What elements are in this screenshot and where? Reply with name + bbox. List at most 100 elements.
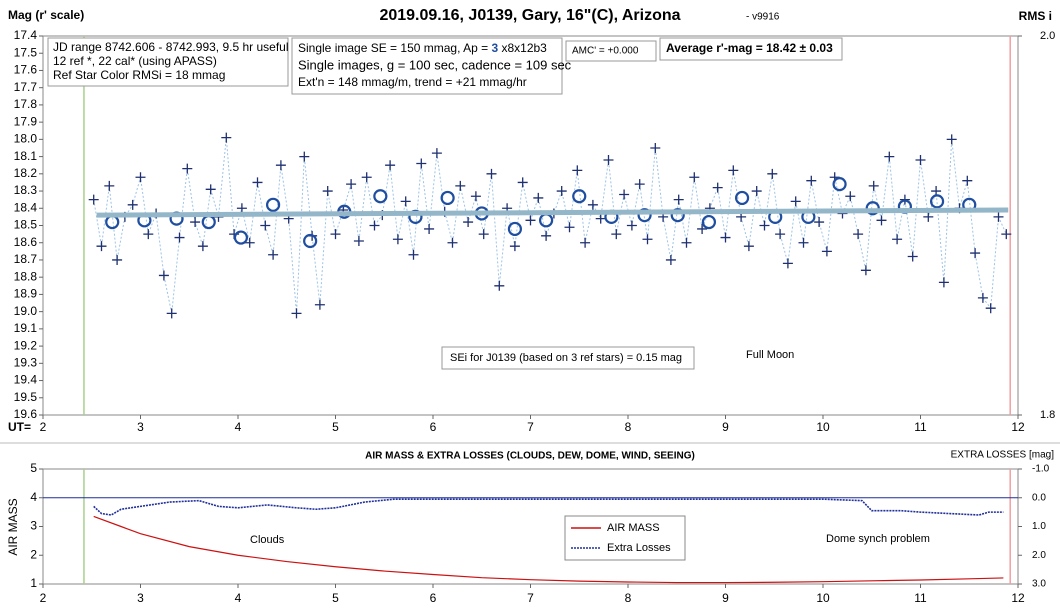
point xyxy=(486,168,497,179)
info-box xyxy=(291,37,563,95)
info-text: JD range 8742.606 - 8742.993, 9.5 hr use… xyxy=(53,40,289,54)
point xyxy=(353,236,364,247)
x-tick-label: 11 xyxy=(914,591,927,605)
point xyxy=(424,223,435,234)
point xyxy=(252,177,263,188)
info-text: 3 xyxy=(491,41,498,55)
point xyxy=(455,180,466,191)
x-tick-label: 10 xyxy=(816,591,830,605)
point xyxy=(431,148,442,159)
point xyxy=(697,223,708,234)
x-tick-label: 7 xyxy=(527,420,534,434)
x-tick-label: 5 xyxy=(332,591,339,605)
info-text: Single image SE = 150 mmag, Ap = xyxy=(298,41,491,55)
point xyxy=(619,189,630,200)
point xyxy=(564,222,575,233)
y2-tick-label: 1.8 xyxy=(1040,409,1055,421)
x-tick-label: 4 xyxy=(235,420,242,434)
point xyxy=(135,172,146,183)
point xyxy=(1001,229,1012,240)
point xyxy=(970,248,981,259)
average-point xyxy=(734,190,750,206)
point xyxy=(174,232,185,243)
y-tick-label: 19.1 xyxy=(14,321,38,335)
point xyxy=(587,199,598,210)
point xyxy=(197,241,208,252)
average-point xyxy=(440,190,455,206)
point xyxy=(127,199,138,210)
point xyxy=(463,217,474,228)
point xyxy=(517,177,528,188)
point xyxy=(361,172,372,183)
x-tick-label: 10 xyxy=(816,420,830,434)
x-tick-label: 7 xyxy=(527,591,534,605)
average-point xyxy=(538,213,554,228)
point xyxy=(392,234,403,245)
y-tick-label: 18.2 xyxy=(14,166,38,180)
y-tick-label: 17.8 xyxy=(14,97,38,111)
point xyxy=(868,180,879,191)
point xyxy=(182,163,193,174)
x-tick-label: 12 xyxy=(1011,420,1025,434)
x-tick-label: 6 xyxy=(430,591,437,605)
y-tick-label: 18.7 xyxy=(14,252,38,266)
point xyxy=(767,168,778,179)
average-point xyxy=(266,197,281,212)
y-tick-label: 19.3 xyxy=(14,355,38,369)
point xyxy=(385,160,396,171)
point xyxy=(408,249,419,260)
point xyxy=(814,217,825,228)
chart-title: AIR MASS & EXTRA LOSSES (CLOUDS, DEW, DO… xyxy=(365,451,695,462)
point xyxy=(845,191,856,202)
x-prefix: UT= xyxy=(8,420,31,434)
point xyxy=(962,175,973,186)
y2-tick-label: 0.0 xyxy=(1032,492,1046,503)
y-tick-label: 18.6 xyxy=(14,235,38,249)
point xyxy=(478,229,489,240)
point xyxy=(143,229,154,240)
point xyxy=(720,232,731,243)
average-point xyxy=(929,194,945,209)
x-tick-label: 9 xyxy=(722,420,729,434)
average-point xyxy=(701,214,717,230)
point xyxy=(447,237,458,248)
average: Average r'-mag = 18.42 ± 0.03 xyxy=(666,41,833,55)
y-tick-label: 4 xyxy=(30,490,37,504)
y2-tick-label: 2.0 xyxy=(1032,550,1046,561)
point xyxy=(369,220,380,231)
y-tick-label: 18.1 xyxy=(14,149,38,163)
point xyxy=(782,258,793,269)
annotation: Full Moon xyxy=(746,349,794,361)
point xyxy=(416,158,427,169)
point xyxy=(346,179,357,190)
point xyxy=(860,265,871,276)
trend-line xyxy=(96,207,1009,218)
info-text: Ext'n = 148 mmag/m, trend = +21 mmag/hr xyxy=(298,75,527,89)
point xyxy=(728,165,739,176)
point xyxy=(775,229,786,240)
x-tick-label: 2 xyxy=(40,420,47,434)
point xyxy=(205,184,216,195)
point xyxy=(509,241,520,252)
point xyxy=(884,151,895,162)
point xyxy=(977,292,988,303)
y-axis-label: Mag (r' scale) xyxy=(8,8,84,22)
x-tick-label: 8 xyxy=(625,591,632,605)
x-tick-label: 11 xyxy=(914,420,927,434)
y-tick-label: 19.0 xyxy=(14,304,38,318)
series-line xyxy=(93,515,1004,584)
average-point xyxy=(637,208,652,223)
point xyxy=(790,196,801,207)
version: - v9916 xyxy=(746,12,780,23)
point xyxy=(821,246,832,257)
point xyxy=(759,220,770,231)
point xyxy=(853,229,864,240)
point xyxy=(494,280,505,291)
average-point xyxy=(303,233,318,249)
y-tick-label: 18.9 xyxy=(14,287,38,301)
average-point xyxy=(507,221,523,237)
y2-tick-label: 1.0 xyxy=(1032,521,1046,532)
point xyxy=(673,194,684,205)
x-tick-label: 4 xyxy=(235,591,242,605)
y2-tick-label: 2.0 xyxy=(1040,30,1055,42)
